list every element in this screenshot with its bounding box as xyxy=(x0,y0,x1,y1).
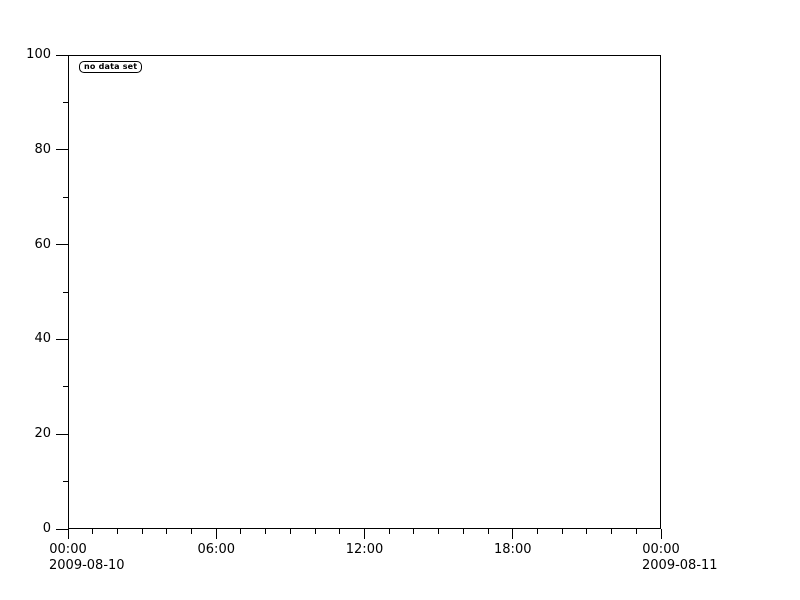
x-minor-tick xyxy=(536,529,538,534)
x-minor-tick xyxy=(141,529,143,534)
x-minor-tick xyxy=(191,529,193,534)
x-tick-label: 18:00 xyxy=(494,542,532,557)
x-minor-tick xyxy=(413,529,415,534)
x-major-tick xyxy=(512,529,514,539)
y-major-tick xyxy=(56,244,68,246)
x-major-tick xyxy=(364,529,365,539)
x-tick-label: 00:00 xyxy=(642,542,680,557)
y-tick-label: 20 xyxy=(34,426,51,442)
x-major-tick xyxy=(67,529,69,539)
y-minor-tick xyxy=(63,101,68,103)
y-tick-label: 80 xyxy=(34,141,51,157)
y-major-tick xyxy=(56,149,68,151)
y-minor-tick xyxy=(63,386,68,388)
x-tick-label: 00:00 xyxy=(49,542,87,557)
y-minor-tick xyxy=(63,291,68,293)
y-tick-label: 0 xyxy=(42,521,51,536)
x-minor-tick xyxy=(388,529,390,534)
x-tick-label: 06:00 xyxy=(197,542,235,557)
y-major-tick xyxy=(56,54,68,56)
plot-area: no data set xyxy=(68,55,661,529)
y-tick-label: 40 xyxy=(34,331,51,347)
x-minor-tick xyxy=(462,529,464,534)
x-minor-tick xyxy=(92,529,94,534)
date-label: 2009-08-10 xyxy=(49,558,125,573)
x-minor-tick xyxy=(339,529,341,534)
x-tick-label: 12:00 xyxy=(345,542,384,557)
y-tick-label: 100 xyxy=(26,47,51,62)
x-minor-tick xyxy=(586,529,588,534)
x-minor-tick xyxy=(116,529,118,534)
x-minor-tick xyxy=(166,529,168,534)
y-minor-tick xyxy=(63,481,68,483)
x-minor-tick xyxy=(289,529,291,534)
y-tick-label: 60 xyxy=(34,236,51,252)
y-minor-tick xyxy=(63,196,68,198)
x-minor-tick xyxy=(561,529,563,534)
x-minor-tick xyxy=(240,529,242,534)
y-major-tick xyxy=(56,528,68,530)
x-minor-tick xyxy=(611,529,613,534)
x-minor-tick xyxy=(438,529,440,534)
y-major-tick xyxy=(56,338,68,340)
legend-label: no data set xyxy=(84,62,138,71)
x-major-tick xyxy=(660,529,662,539)
date-label: 2009-08-11 xyxy=(642,558,718,573)
y-major-tick xyxy=(56,433,68,435)
x-minor-tick xyxy=(314,529,316,534)
x-major-tick xyxy=(215,529,217,539)
x-minor-tick xyxy=(635,529,637,534)
legend-box: no data set xyxy=(79,61,143,73)
x-minor-tick xyxy=(487,529,489,534)
x-minor-tick xyxy=(265,529,267,534)
